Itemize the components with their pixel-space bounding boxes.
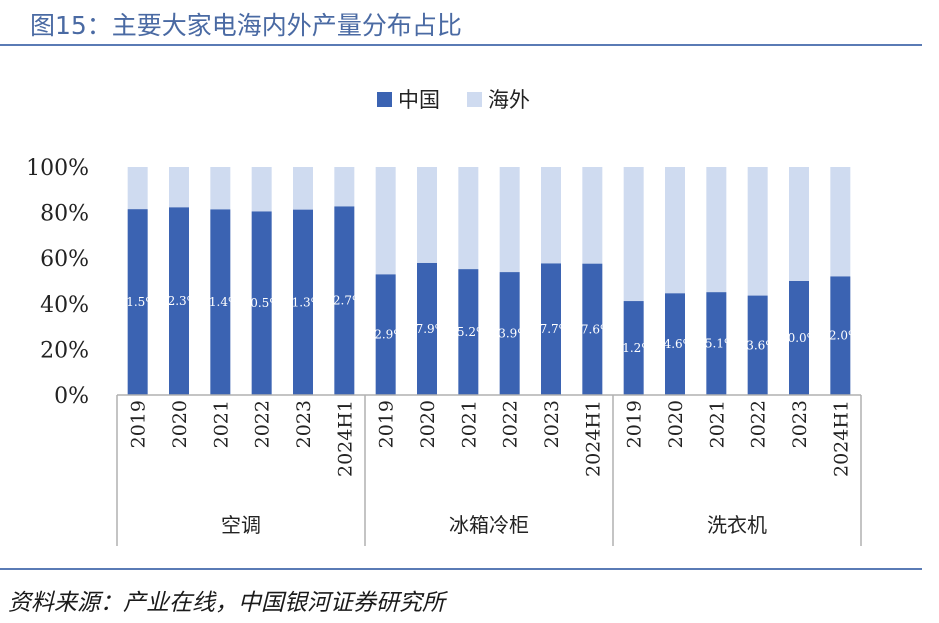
group-label: 洗衣机 <box>707 513 767 537</box>
bar-overseas <box>334 167 355 207</box>
x-tick-label: 2024H1 <box>582 400 604 477</box>
y-tick-label: 100% <box>26 156 89 181</box>
data-label: 53.9% <box>491 327 529 341</box>
x-tick-label: 2023 <box>541 400 563 448</box>
x-tick-label: 2019 <box>128 400 150 448</box>
source-rule <box>0 568 922 570</box>
y-tick-label: 20% <box>40 338 89 363</box>
x-tick-label: 2019 <box>376 400 398 448</box>
source-note: 资料来源：产业在线，中国银河证券研究所 <box>8 590 445 616</box>
bar-domestic <box>127 209 148 395</box>
bar-overseas <box>458 167 479 270</box>
bar-overseas <box>706 167 727 293</box>
x-tick-label: 2024H1 <box>830 400 852 477</box>
y-tick-label: 60% <box>40 247 89 272</box>
bar-domestic <box>417 262 437 395</box>
x-tick-label: 2023 <box>789 400 811 448</box>
data-label: 81.3% <box>284 295 322 309</box>
legend-label-1: 海外 <box>488 88 530 112</box>
bar-domestic <box>251 211 272 395</box>
x-tick-label: 2023 <box>293 400 315 448</box>
legend-label-0: 中国 <box>398 88 440 112</box>
data-label: 52.0% <box>821 329 859 343</box>
y-tick-label: 80% <box>40 202 89 227</box>
bar-domestic <box>375 274 396 395</box>
x-tick-label: 2022 <box>252 400 274 448</box>
bar-domestic <box>582 263 603 395</box>
chart: 中国 海外 0% 20% 40% 60% 80% 100% 81.5% 2019 82.3% 2020… <box>26 88 862 546</box>
bar-overseas <box>747 167 768 296</box>
data-label: 81.5% <box>119 295 157 309</box>
bar-domestic <box>210 209 231 395</box>
legend-swatch-1 <box>467 92 482 107</box>
figure-title: 图15：主要大家电海内外产量分布占比 <box>30 11 462 40</box>
data-label: 80.5% <box>243 296 281 310</box>
bar-domestic <box>499 272 520 395</box>
x-tick-label: 2019 <box>624 400 646 448</box>
bar-overseas <box>623 167 644 302</box>
bar-overseas <box>210 167 231 210</box>
bar-domestic <box>458 269 479 395</box>
data-label: 82.7% <box>325 294 363 308</box>
bar-overseas <box>665 167 685 294</box>
x-tick-label: 2024H1 <box>334 400 356 477</box>
x-tick-label: 2020 <box>417 400 439 448</box>
bar-domestic <box>293 209 313 395</box>
bar-domestic <box>706 292 727 395</box>
bar-domestic <box>623 301 644 395</box>
x-tick-label: 2022 <box>748 400 770 448</box>
bar-overseas <box>830 167 851 277</box>
bar-overseas <box>293 167 313 210</box>
data-label: 82.3% <box>160 294 198 308</box>
x-tick-label: 2021 <box>706 400 728 448</box>
data-label: 81.4% <box>201 295 239 309</box>
group-label: 冰箱冷柜 <box>449 513 529 537</box>
y-tick-label: 40% <box>40 293 89 318</box>
legend-swatch-0 <box>377 92 392 107</box>
data-label: 45.1% <box>697 337 735 351</box>
bar-overseas <box>375 167 396 275</box>
data-label: 50.0% <box>780 331 818 345</box>
x-tick-label: 2022 <box>500 400 522 448</box>
bar-domestic <box>665 293 685 395</box>
x-tick-label: 2021 <box>210 400 232 448</box>
bar-overseas <box>127 167 148 210</box>
data-label: 43.6% <box>739 338 777 352</box>
bar-overseas <box>251 167 272 212</box>
data-label: 57.7% <box>532 322 570 336</box>
data-label: 57.9% <box>408 322 446 336</box>
x-tick-label: 2021 <box>458 400 480 448</box>
bar-domestic <box>789 281 809 395</box>
bar-overseas <box>789 167 809 281</box>
bar-domestic <box>747 295 768 395</box>
bar-overseas <box>541 167 561 264</box>
data-label: 57.6% <box>573 322 611 336</box>
x-tick-label: 2020 <box>169 400 191 448</box>
title-rule <box>0 44 922 46</box>
bar-domestic <box>169 207 189 395</box>
bar-overseas <box>582 167 603 264</box>
y-tick-label: 0% <box>54 384 89 409</box>
bar-domestic <box>541 263 561 395</box>
bar-overseas <box>169 167 189 208</box>
group-label: 空调 <box>221 513 261 537</box>
bar-overseas <box>417 167 437 263</box>
x-tick-label: 2020 <box>665 400 687 448</box>
data-label: 41.2% <box>615 341 653 355</box>
bar-overseas <box>499 167 520 273</box>
data-label: 55.2% <box>449 325 487 339</box>
data-label: 52.9% <box>367 328 405 342</box>
bar-domestic <box>830 276 851 395</box>
bar-domestic <box>334 206 355 395</box>
data-label: 44.6% <box>656 337 694 351</box>
